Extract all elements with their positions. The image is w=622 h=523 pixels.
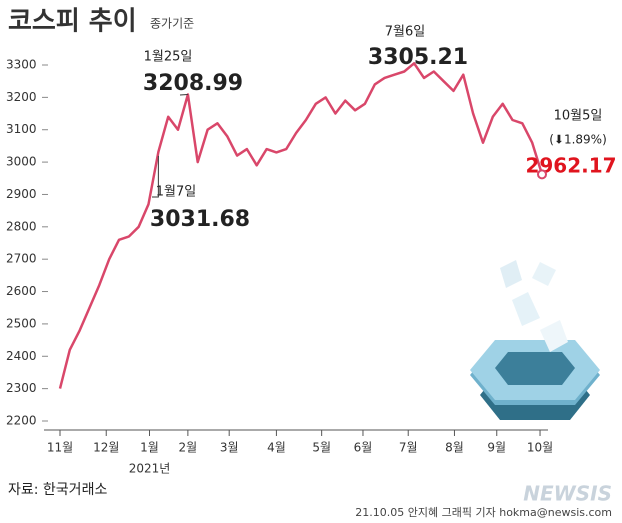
y-tick-label: 2200 <box>6 414 37 428</box>
x-tick-label: 8월 <box>445 441 464 455</box>
annotation-change: (⬇1.89%) <box>549 133 607 147</box>
annotation-date: 7월6일 <box>385 25 425 40</box>
y-tick-label: 3000 <box>6 155 37 169</box>
chart-subtitle: 종가기준 <box>150 17 194 31</box>
x-tick-label: 1월 <box>140 441 159 455</box>
leader-line <box>152 155 159 198</box>
x-tick-label: 5월 <box>312 441 331 455</box>
end-marker <box>537 169 547 180</box>
x-tick-label: 9월 <box>487 441 506 455</box>
y-tick-label: 3300 <box>6 58 37 72</box>
annotation-value: 3031.68 <box>150 207 250 232</box>
x-tick-label: 6월 <box>354 441 373 455</box>
y-tick-label: 2700 <box>6 252 37 266</box>
annotation-value: 3208.99 <box>143 71 243 96</box>
x-tick-label: 2월 <box>179 441 198 455</box>
logo: NEWSIS <box>523 482 612 506</box>
annotation-date: 1월7일 <box>156 185 196 200</box>
decorative-icon <box>470 260 600 420</box>
y-tick-label: 2500 <box>6 316 37 330</box>
annotation-date: 1월25일 <box>144 50 193 65</box>
y-tick-label: 2800 <box>6 219 37 233</box>
y-tick-label: 2900 <box>6 187 37 201</box>
year-label: 2021년 <box>129 462 171 476</box>
kospi-line <box>58 62 544 389</box>
y-tick-label: 3100 <box>6 122 37 136</box>
y-tick-label: 2300 <box>6 381 37 395</box>
credit: 21.10.05 안지혜 그래픽 기자 hokma@newsis.com <box>355 506 612 519</box>
annotation-date: 10월5일 <box>554 109 603 124</box>
x-tick-label: 11월 <box>47 441 73 455</box>
x-tick-label: 12월 <box>93 441 119 455</box>
y-tick-label: 2600 <box>6 284 37 298</box>
source: 자료: 한국거래소 <box>8 482 107 498</box>
y-tick-label: 2400 <box>6 349 37 363</box>
x-tick-label: 7월 <box>399 441 418 455</box>
leader-line <box>179 93 188 96</box>
x-tick-label: 3월 <box>220 441 239 455</box>
x-tick-label: 10월 <box>527 441 553 455</box>
y-tick-label: 3200 <box>6 90 37 104</box>
x-tick-label: 4월 <box>267 441 286 455</box>
annotation-value: 3305.21 <box>368 45 468 70</box>
chart-title: 코스피 추이 <box>8 7 137 37</box>
